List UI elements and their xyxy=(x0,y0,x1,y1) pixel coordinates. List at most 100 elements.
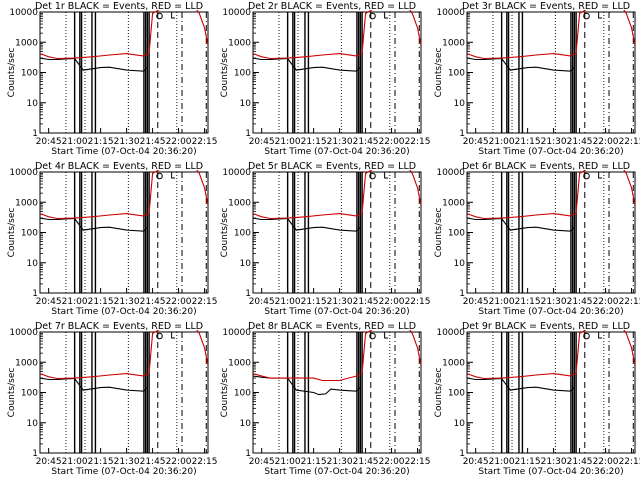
x-tick-label: 20:45 xyxy=(463,137,489,147)
y-tick-label: 100 xyxy=(234,229,251,239)
x-tick-label: 22:15 xyxy=(192,457,218,467)
series-line-black xyxy=(40,57,148,72)
y-tick-label: 10000 xyxy=(436,328,465,338)
y-axis-label: Counts/sec xyxy=(434,48,444,98)
x-tick-label: 21:30 xyxy=(327,457,353,467)
marker-circle-icon xyxy=(156,12,163,20)
x-axis-label: Start Time (07-Oct-04 20:36:20) xyxy=(478,307,623,317)
x-tick-label: 20:45 xyxy=(249,457,275,467)
y-axis-label: Counts/sec xyxy=(220,368,230,418)
x-tick-label: 21:15 xyxy=(88,137,114,147)
x-tick-label: 21:15 xyxy=(301,457,327,467)
marker-bracket-icon xyxy=(598,12,603,19)
x-tick-label: 21:15 xyxy=(515,457,541,467)
y-tick-label: 100 xyxy=(448,69,465,79)
y-tick-label: 100 xyxy=(448,229,465,239)
x-tick-label: 21:15 xyxy=(515,297,541,307)
y-tick-label: 10000 xyxy=(222,328,251,338)
x-axis-label: Start Time (07-Oct-04 20:36:20) xyxy=(264,147,409,157)
series-line-red xyxy=(253,330,421,382)
chart-title: Det 7r BLACK = Events, RED = LLD xyxy=(35,321,203,332)
y-tick-label: 10000 xyxy=(9,328,38,338)
x-tick-label: 22:15 xyxy=(405,457,431,467)
x-tick-label: 21:15 xyxy=(515,137,541,147)
series-line-black xyxy=(253,217,361,232)
x-axis-label: Start Time (07-Oct-04 20:36:20) xyxy=(51,147,196,157)
y-axis-label: Counts/sec xyxy=(220,208,230,258)
x-tick-label: 22:00 xyxy=(379,457,405,467)
y-tick-label: 10000 xyxy=(222,168,251,178)
y-tick-label: 10000 xyxy=(222,8,251,18)
y-tick-label: 1000 xyxy=(442,198,465,208)
x-tick-label: 21:00 xyxy=(275,457,301,467)
x-tick-label: 22:00 xyxy=(166,137,192,147)
x-tick-label: 22:00 xyxy=(593,297,619,307)
y-tick-label: 10 xyxy=(27,259,39,269)
y-tick-label: 10 xyxy=(240,99,252,109)
x-tick-label: 21:00 xyxy=(62,137,88,147)
chart-title: Det 2r BLACK = Events, RED = LLD xyxy=(248,1,416,12)
chart-title: Det 6r BLACK = Events, RED = LLD xyxy=(462,161,630,172)
x-tick-label: 21:45 xyxy=(567,137,593,147)
x-tick-label: 21:45 xyxy=(353,297,379,307)
plot-frame xyxy=(466,11,636,134)
y-tick-label: 1 xyxy=(245,289,251,299)
x-tick-label: 21:00 xyxy=(489,457,515,467)
marker-bracket-icon xyxy=(171,12,176,19)
chart-title: Det 1r BLACK = Events, RED = LLD xyxy=(35,1,203,12)
chart-panel: Det 7r BLACK = Events, RED = LLD 1 10 100 10… xyxy=(7,321,218,477)
x-tick-label: 21:00 xyxy=(275,297,301,307)
plot-frame xyxy=(466,331,636,454)
x-tick-label: 20:45 xyxy=(249,297,275,307)
x-tick-label: 20:45 xyxy=(36,297,62,307)
y-tick-label: 10 xyxy=(27,419,39,429)
plot-area xyxy=(253,170,421,293)
x-tick-label: 22:15 xyxy=(619,457,640,467)
plot-frame xyxy=(39,171,209,294)
x-tick-label: 21:00 xyxy=(62,457,88,467)
x-tick-label: 21:30 xyxy=(114,457,140,467)
x-axis-label: Start Time (07-Oct-04 20:36:20) xyxy=(478,467,623,477)
marker-bracket-icon xyxy=(384,12,389,19)
y-tick-label: 100 xyxy=(21,389,38,399)
marker-circle-icon xyxy=(583,12,590,20)
chart-panel: Det 3r BLACK = Events, RED = LLD 1 10 100 10… xyxy=(434,1,640,157)
marker-bracket-icon xyxy=(598,332,603,339)
series-line-red xyxy=(253,170,421,220)
y-tick-label: 10000 xyxy=(9,8,38,18)
x-tick-label: 21:15 xyxy=(88,457,114,467)
y-tick-label: 1000 xyxy=(15,38,38,48)
x-tick-label: 21:30 xyxy=(541,297,567,307)
marker-bracket-icon xyxy=(171,332,176,339)
y-tick-label: 1 xyxy=(459,289,465,299)
x-tick-label: 22:15 xyxy=(619,137,640,147)
marker-circle-icon xyxy=(156,172,163,180)
marker-circle-icon xyxy=(369,332,376,340)
y-tick-label: 1000 xyxy=(442,358,465,368)
y-tick-label: 1 xyxy=(459,449,465,459)
x-tick-label: 21:45 xyxy=(353,137,379,147)
marker-bracket-icon xyxy=(598,172,603,179)
x-tick-label: 22:00 xyxy=(379,297,405,307)
y-tick-label: 10 xyxy=(240,419,252,429)
y-axis-label: Counts/sec xyxy=(7,208,17,258)
x-tick-label: 21:15 xyxy=(301,297,327,307)
y-tick-label: 10000 xyxy=(436,8,465,18)
y-tick-label: 1000 xyxy=(228,38,251,48)
chart-panel: Det 9r BLACK = Events, RED = LLD 1 10 100 10… xyxy=(434,321,640,477)
x-axis-label: Start Time (07-Oct-04 20:36:20) xyxy=(264,307,409,317)
plot-frame xyxy=(466,171,636,294)
x-tick-label: 20:45 xyxy=(36,457,62,467)
x-axis-label: Start Time (07-Oct-04 20:36:20) xyxy=(478,147,623,157)
y-tick-label: 10000 xyxy=(436,168,465,178)
chart-panel: Det 2r BLACK = Events, RED = LLD 1 10 100 10… xyxy=(220,1,431,157)
series-line-black xyxy=(467,217,575,232)
series-line-black xyxy=(467,377,575,392)
chart-title: Det 8r BLACK = Events, RED = LLD xyxy=(248,321,416,332)
x-axis-label: Start Time (07-Oct-04 20:36:20) xyxy=(51,307,196,317)
y-tick-label: 100 xyxy=(448,389,465,399)
x-tick-label: 21:45 xyxy=(567,457,593,467)
x-tick-label: 21:30 xyxy=(114,137,140,147)
marker-circle-icon xyxy=(369,12,376,20)
